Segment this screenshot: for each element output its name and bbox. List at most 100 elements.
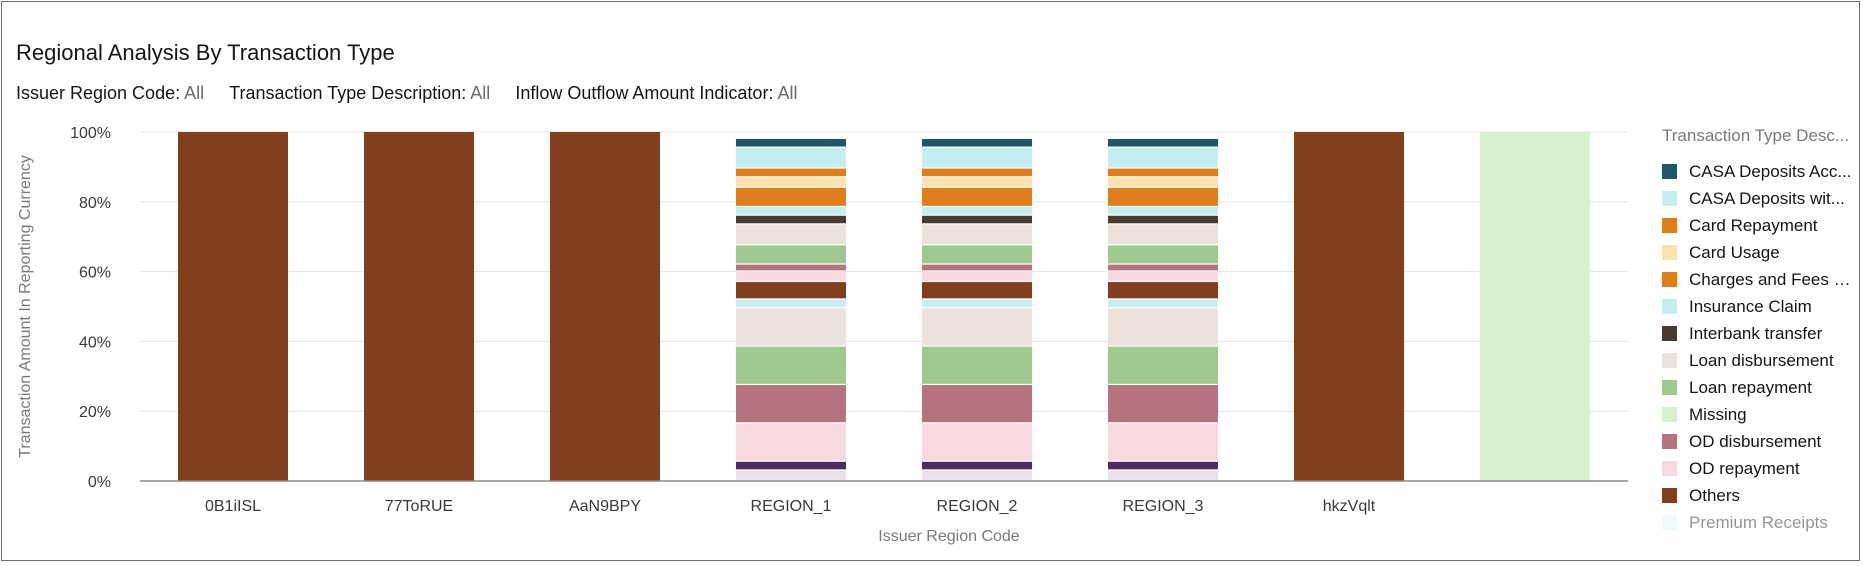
legend-item[interactable]: Interbank transfer <box>1662 320 1858 347</box>
x-tick-label: REGION_1 <box>751 498 832 515</box>
bar-segment[interactable] <box>736 187 846 206</box>
legend-swatch <box>1662 434 1677 449</box>
bar-segment[interactable] <box>736 177 846 187</box>
bar-segment[interactable] <box>1108 264 1218 271</box>
gridlines <box>140 131 1628 412</box>
bar-segment[interactable] <box>1108 282 1218 299</box>
legend-swatch <box>1662 488 1677 503</box>
bar-segment[interactable] <box>1108 299 1218 308</box>
filter-summary: Issuer Region Code: All Transaction Type… <box>16 83 817 104</box>
legend-item[interactable]: Missing <box>1662 401 1858 428</box>
bar-segment[interactable] <box>736 264 846 271</box>
legend-item[interactable]: Premium Receipts <box>1662 509 1858 536</box>
bar-segment[interactable] <box>922 215 1032 224</box>
bar-segment[interactable] <box>736 168 846 177</box>
bar-segment[interactable] <box>178 132 288 481</box>
legend-item[interactable]: Loan disbursement <box>1662 347 1858 374</box>
bar-segment[interactable] <box>1108 177 1218 187</box>
legend-item[interactable]: Card Repayment <box>1662 212 1858 239</box>
y-tick-label: 20% <box>79 404 111 421</box>
bar-segment[interactable] <box>922 385 1032 423</box>
bar-segment[interactable] <box>922 147 1032 168</box>
bar-segment[interactable] <box>1294 132 1404 481</box>
legend-item[interactable]: Card Usage <box>1662 239 1858 266</box>
bar-segment[interactable] <box>922 168 1032 177</box>
legend-label: Loan repayment <box>1689 377 1812 397</box>
bar-segment[interactable] <box>1480 132 1590 481</box>
bar-segment[interactable] <box>1108 346 1218 384</box>
bar-segment[interactable] <box>736 147 846 168</box>
bar-segment[interactable] <box>922 282 1032 299</box>
x-tick-label: 0B1iISL <box>205 498 261 515</box>
y-axis-label: Transaction Amount In Reporting Currency <box>17 155 34 458</box>
filter-issuer-region[interactable]: Issuer Region Code: All <box>16 83 209 103</box>
bar-segment[interactable] <box>736 470 846 480</box>
legend-swatch <box>1662 353 1677 368</box>
legend-label: Interbank transfer <box>1689 323 1823 343</box>
bar-segment[interactable] <box>1108 271 1218 281</box>
bar-segment[interactable] <box>736 245 846 264</box>
filter-inflow-outflow[interactable]: Inflow Outflow Amount Indicator: All <box>515 83 797 103</box>
bar-segment[interactable] <box>736 271 846 281</box>
legend-item[interactable]: Insurance Claim <box>1662 293 1858 320</box>
legend-item[interactable]: Charges and Fees R... <box>1662 266 1858 293</box>
bar-series[interactable] <box>178 132 1590 481</box>
bar-segment[interactable] <box>364 132 474 481</box>
bar-segment[interactable] <box>1108 385 1218 423</box>
legend-item[interactable]: CASA Deposits Acc... <box>1662 158 1858 185</box>
bar-segment[interactable] <box>736 138 846 147</box>
bar-segment[interactable] <box>1108 470 1218 480</box>
bar-segment[interactable] <box>736 385 846 423</box>
bar-segment[interactable] <box>550 132 660 481</box>
bar-segment[interactable] <box>736 224 846 245</box>
bar-segment[interactable] <box>922 224 1032 245</box>
bar-segment[interactable] <box>922 187 1032 206</box>
bar-segment[interactable] <box>922 138 1032 147</box>
bar-segment[interactable] <box>922 470 1032 480</box>
bar-segment[interactable] <box>922 299 1032 308</box>
bar-segment[interactable] <box>1108 187 1218 206</box>
filter-transaction-type[interactable]: Transaction Type Description: All <box>229 83 495 103</box>
bar-segment[interactable] <box>1108 245 1218 264</box>
bar-segment[interactable] <box>736 346 846 384</box>
bar-segment[interactable] <box>736 423 846 461</box>
legend-swatch <box>1662 191 1677 206</box>
legend-label: OD repayment <box>1689 458 1800 478</box>
bar-segment[interactable] <box>1108 224 1218 245</box>
legend-label: Charges and Fees R... <box>1689 269 1857 289</box>
bar-segment[interactable] <box>736 282 846 299</box>
legend-item[interactable]: CASA Deposits wit... <box>1662 185 1858 212</box>
bar-segment[interactable] <box>736 461 846 470</box>
legend-items: CASA Deposits Acc... CASA Deposits wit...… <box>1662 158 1858 566</box>
bar-segment[interactable] <box>922 308 1032 346</box>
legend-swatch <box>1662 218 1677 233</box>
bar-segment[interactable] <box>1108 215 1218 224</box>
bar-segment[interactable] <box>736 207 846 215</box>
bar-segment[interactable] <box>922 207 1032 215</box>
bar-segment[interactable] <box>1108 423 1218 461</box>
bar-segment[interactable] <box>1108 461 1218 470</box>
bar-segment[interactable] <box>922 245 1032 264</box>
bar-segment[interactable] <box>922 346 1032 384</box>
legend-item[interactable]: OD repayment <box>1662 455 1858 482</box>
bar-segment[interactable] <box>736 308 846 346</box>
y-tick-label: 100% <box>70 125 111 142</box>
bar-segment[interactable] <box>1108 147 1218 168</box>
legend-title: Transaction Type Desc... <box>1662 126 1850 145</box>
bar-segment[interactable] <box>1108 308 1218 346</box>
legend-item[interactable]: OD disbursement <box>1662 428 1858 455</box>
bar-segment[interactable] <box>922 461 1032 470</box>
bar-segment[interactable] <box>922 177 1032 187</box>
bar-segment[interactable] <box>1108 207 1218 215</box>
legend-item[interactable]: Loan repayment <box>1662 374 1858 401</box>
bar-segment[interactable] <box>922 264 1032 271</box>
bar-segment[interactable] <box>922 271 1032 281</box>
bar-segment[interactable] <box>922 423 1032 461</box>
bar-segment[interactable] <box>736 215 846 224</box>
legend-swatch <box>1662 164 1677 179</box>
chart-legend: Transaction Type Desc... CASA Deposits A… <box>1662 126 1858 566</box>
bar-segment[interactable] <box>1108 138 1218 147</box>
bar-segment[interactable] <box>1108 168 1218 177</box>
bar-segment[interactable] <box>736 299 846 308</box>
legend-item[interactable]: Others <box>1662 482 1858 509</box>
